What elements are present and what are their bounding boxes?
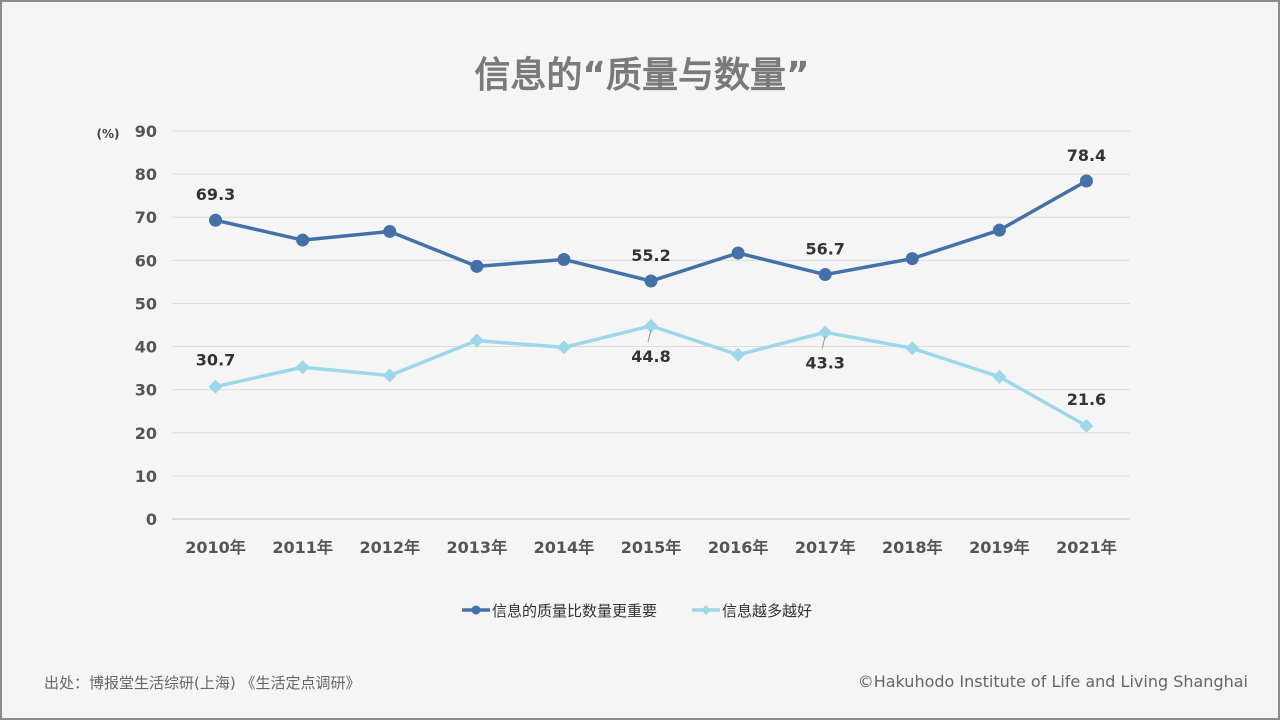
legend-swatch-marker <box>471 605 481 615</box>
x-tick-label: 2010年 <box>185 538 246 557</box>
y-tick-label: 40 <box>135 338 157 357</box>
data-point <box>992 223 1006 237</box>
data-label: 55.2 <box>631 246 670 265</box>
y-unit-label: (%) <box>97 127 120 141</box>
series-line-2 <box>215 324 1088 428</box>
data-point <box>208 379 223 394</box>
legend-label: 信息的质量比数量更重要 <box>492 602 657 620</box>
data-point <box>731 246 745 260</box>
data-point <box>556 340 571 355</box>
x-tick-label: 2015年 <box>621 538 682 557</box>
data-point <box>818 268 832 282</box>
data-point <box>296 233 310 247</box>
series-line-1 <box>215 179 1088 283</box>
x-tick-label: 2012年 <box>359 538 420 557</box>
x-tick-label: 2016年 <box>708 538 769 557</box>
data-point <box>383 224 397 238</box>
y-tick-label: 60 <box>135 251 157 270</box>
source-note: 出处：博报堂生活综研(上海) 《生活定点调研》 <box>44 674 361 692</box>
data-point <box>382 368 397 383</box>
line-chart: 0 10 20 30 40 50 60 70 80 90 (%) 2010年 2011年 2012年 201… <box>97 122 1130 620</box>
y-tick-label: 80 <box>135 165 157 184</box>
data-point <box>644 318 658 333</box>
data-point <box>905 341 920 356</box>
legend-swatch-marker <box>701 605 711 615</box>
data-label: 44.8 <box>631 347 670 366</box>
x-tick-label: 2018年 <box>882 538 943 557</box>
y-tick-label: 50 <box>135 294 157 313</box>
data-point <box>295 360 310 375</box>
x-tick-label: 2019年 <box>969 538 1030 557</box>
data-point <box>469 333 484 348</box>
copyright-note: ©Hakuhodo Institute of Life and Living S… <box>857 672 1248 691</box>
data-label-leader <box>821 336 826 349</box>
legend-label: 信息越多越好 <box>722 602 812 620</box>
y-tick-label: 30 <box>135 381 157 400</box>
data-label: 43.3 <box>805 353 844 372</box>
data-label: 56.7 <box>805 240 844 259</box>
y-tick-label: 10 <box>135 467 157 486</box>
x-tick-label: 2013年 <box>447 538 508 557</box>
data-point <box>209 213 223 227</box>
chart-title: 信息的“质量与数量” <box>474 55 810 96</box>
x-tick-label: 2011年 <box>272 538 333 557</box>
data-point <box>731 347 746 362</box>
data-point <box>818 325 833 340</box>
data-label-leader <box>647 329 652 342</box>
data-label: 30.7 <box>196 351 235 370</box>
x-tick-label: 2017年 <box>795 538 856 557</box>
y-tick-label: 70 <box>135 208 157 227</box>
data-point <box>1079 174 1093 188</box>
data-label: 69.3 <box>196 185 235 204</box>
data-label: 21.6 <box>1067 390 1106 409</box>
x-tick-label: 2014年 <box>534 538 595 557</box>
data-point <box>992 369 1007 384</box>
data-point <box>470 259 484 273</box>
y-tick-label: 20 <box>135 424 157 443</box>
data-point <box>1079 418 1094 433</box>
data-label: 78.4 <box>1067 146 1106 165</box>
x-tick-label: 2021年 <box>1056 538 1117 557</box>
data-point <box>557 252 571 266</box>
y-tick-label: 90 <box>135 122 157 141</box>
data-point <box>644 274 658 288</box>
data-point <box>905 252 919 266</box>
y-tick-label: 0 <box>146 510 157 529</box>
